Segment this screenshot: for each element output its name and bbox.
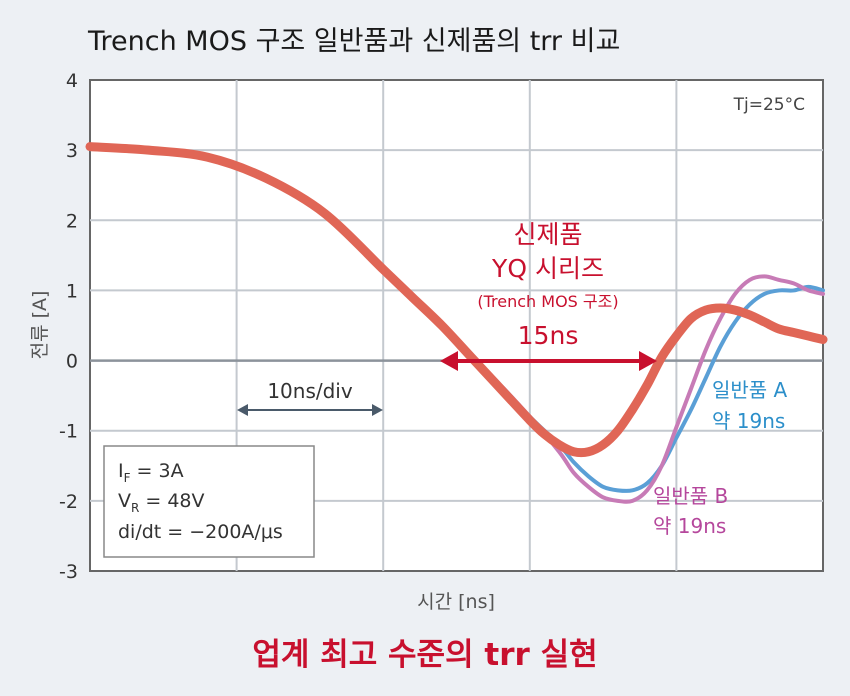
new-product-structure: (Trench MOS 구조): [477, 292, 618, 311]
series-a-trr: 약 19ns: [712, 409, 785, 433]
new-product-trr: 15ns: [518, 321, 579, 350]
series-a-label: 일반품 A: [712, 378, 788, 402]
series-b-trr: 약 19ns: [653, 514, 726, 538]
new-product-label: 신제품: [513, 220, 582, 249]
params-box-frame: [103, 445, 315, 558]
condition-label: Tj=25°C: [733, 95, 805, 115]
series-b-label: 일반품 B: [653, 484, 728, 508]
trr-arrow: [440, 351, 657, 371]
y-tick-label: 2: [66, 210, 78, 232]
param-didt: di/dt = −200A/μs: [118, 521, 283, 543]
params-box: IF = 3A VR = 48V di/dt = −200A/μs: [103, 445, 315, 558]
param-vr: VR = 48V: [118, 490, 205, 515]
series-group: [85, 142, 828, 504]
x-axis-label: 시간 [ns]: [417, 591, 495, 613]
y-tick-labels: 4 3 2 1 0 -1 -2 -3: [59, 70, 78, 583]
footer-headline: 업계 최고 수준의 trr 실현: [252, 637, 597, 673]
chart-title: Trench MOS 구조 일반품과 신제품의 trr 비교: [87, 26, 620, 57]
series-line-3: [85, 142, 828, 458]
div-scale-indicator: 10ns/div: [237, 379, 383, 416]
y-tick-label: -1: [59, 421, 78, 443]
y-tick-label: 4: [66, 70, 78, 92]
y-tick-label: 0: [66, 351, 78, 373]
y-tick-label: -3: [59, 561, 78, 583]
param-if: IF = 3A: [118, 460, 184, 485]
y-tick-label: -2: [59, 491, 78, 513]
div-arrow-left-head: [237, 404, 248, 416]
div-arrow-right-head: [372, 404, 383, 416]
y-tick-label: 3: [66, 140, 78, 162]
y-tick-label: 1: [66, 280, 78, 302]
trr-arrow-right-head: [639, 351, 657, 371]
trr-arrow-left-head: [440, 351, 458, 371]
new-product-series: YQ 시리즈: [491, 254, 604, 283]
div-label: 10ns/div: [267, 379, 353, 403]
y-axis-label: 전류 [A]: [29, 291, 51, 360]
